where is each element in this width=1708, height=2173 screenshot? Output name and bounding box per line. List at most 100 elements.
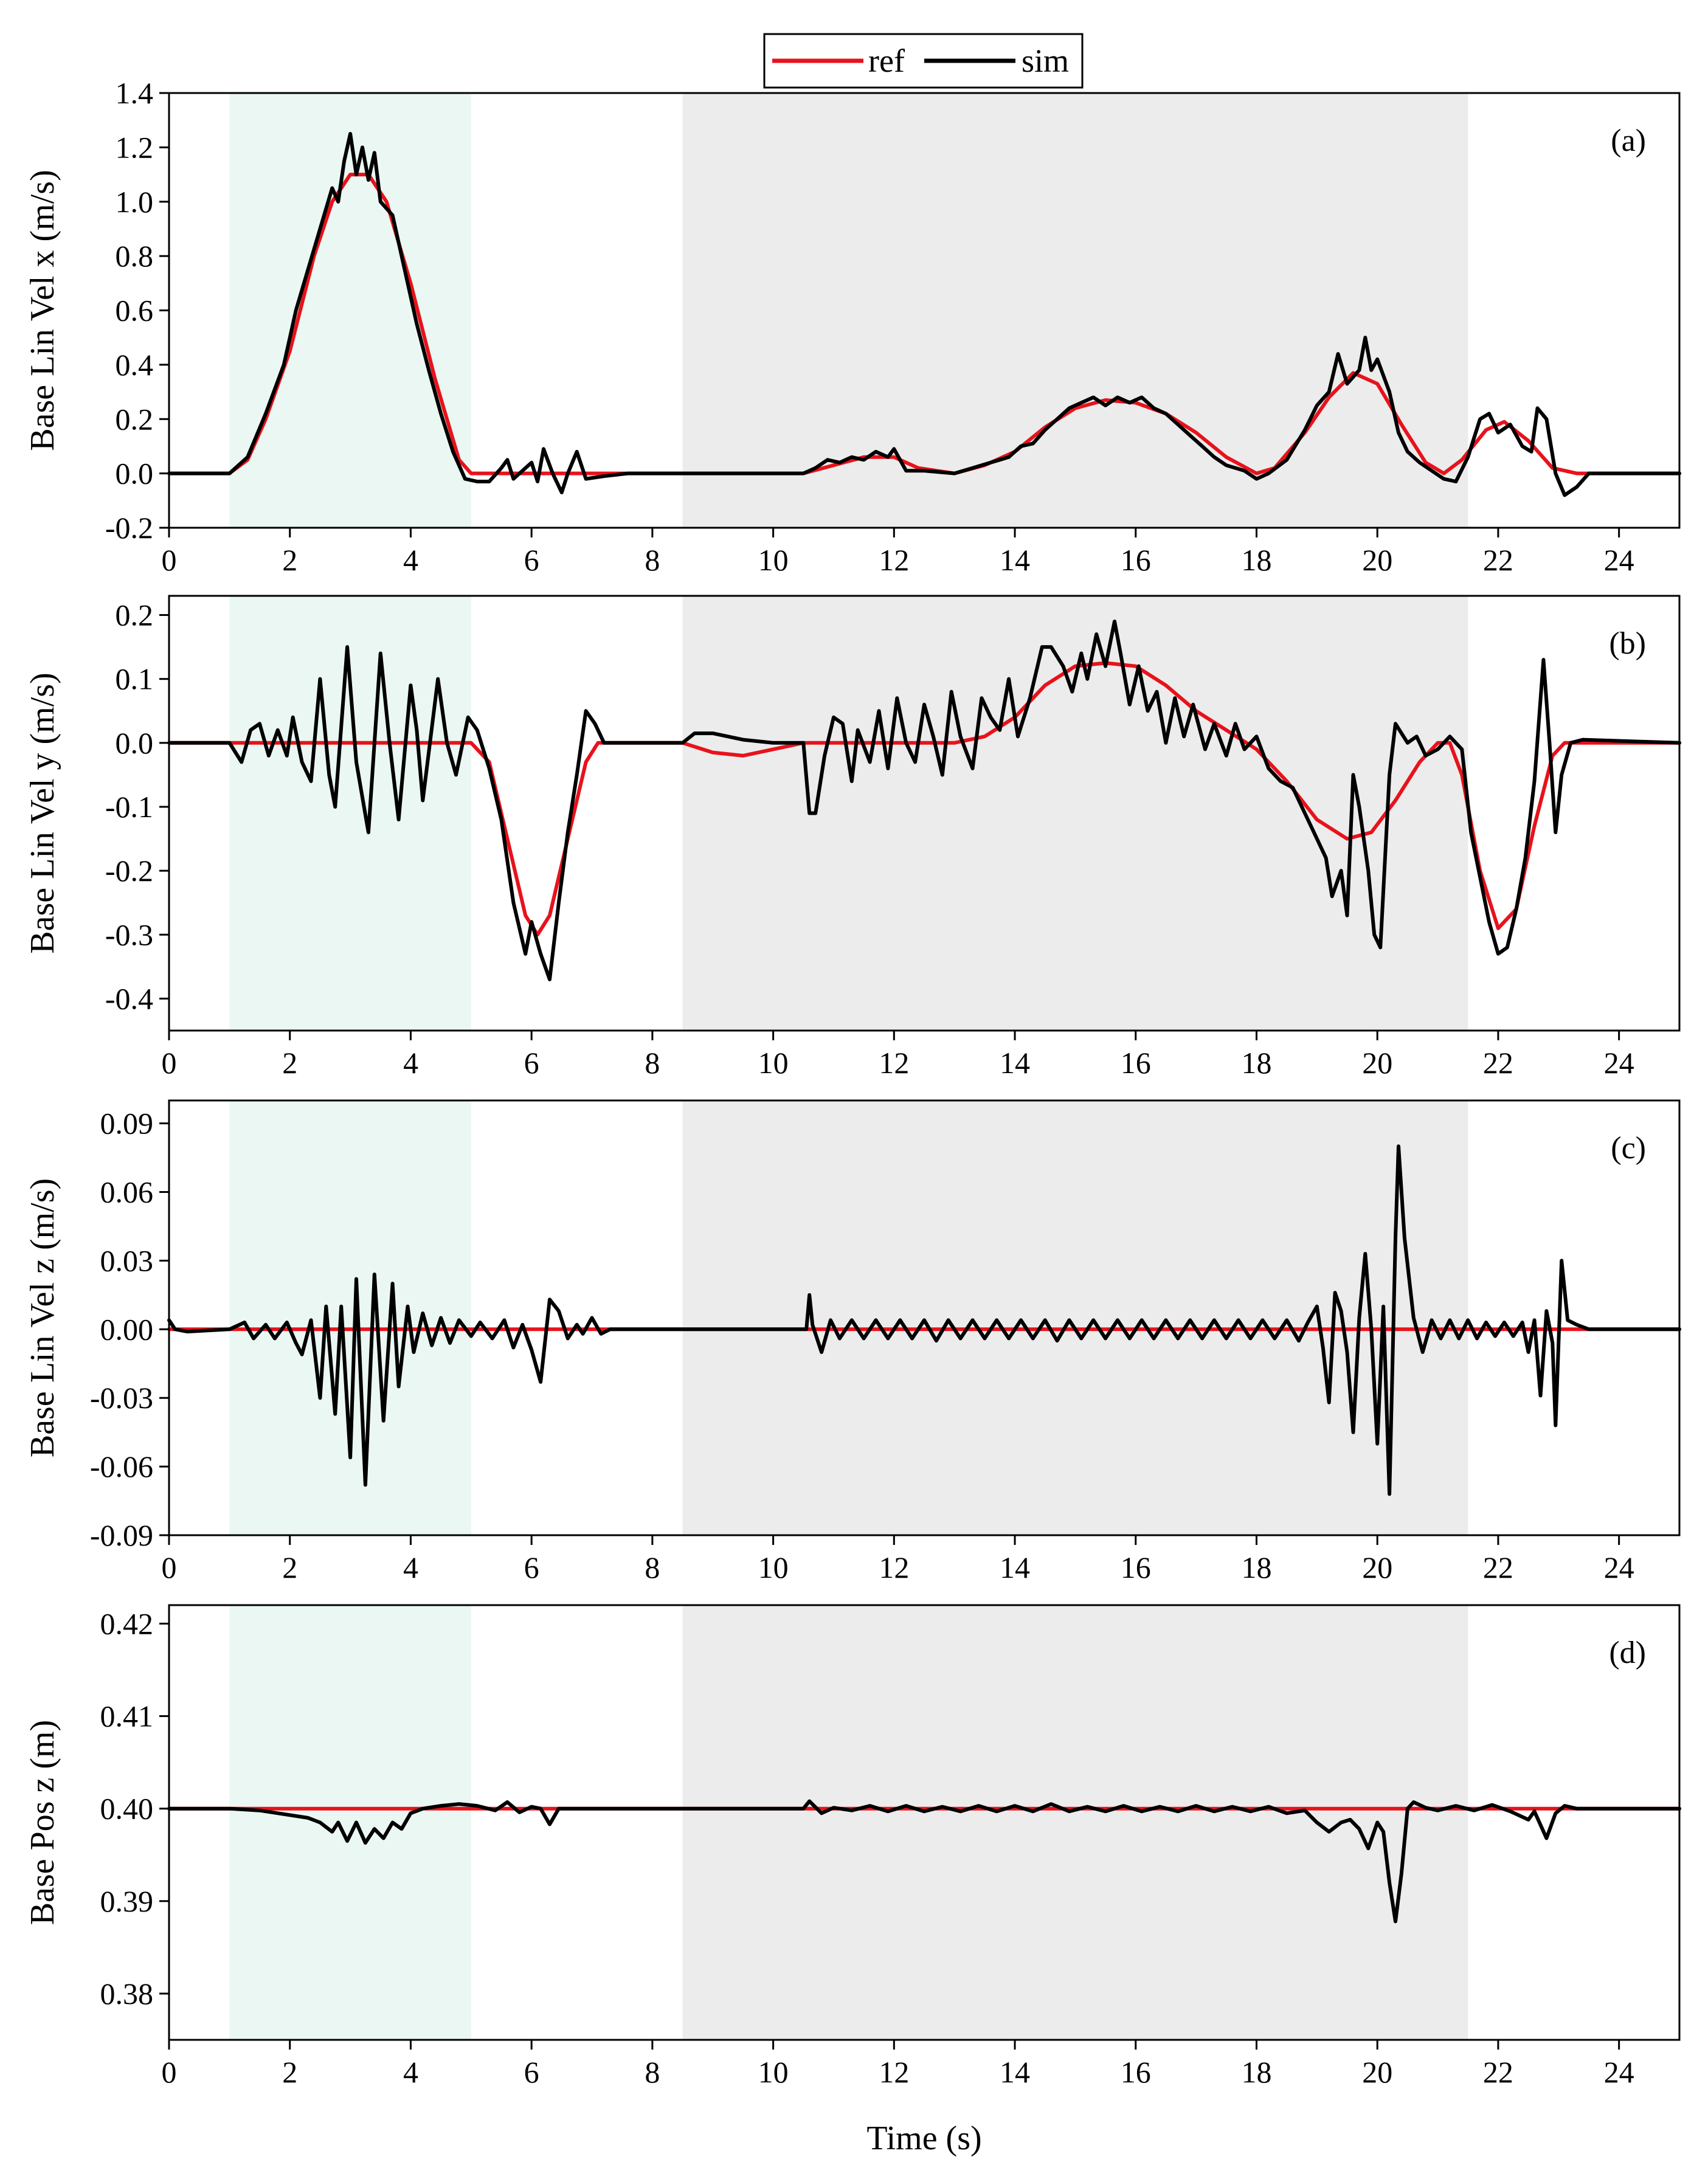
y-tick-label-d: 0.40 bbox=[100, 1792, 154, 1826]
y-tick-label-a: 1.2 bbox=[116, 130, 154, 164]
y-tick-label-b: 0.1 bbox=[116, 662, 154, 696]
y-tick-label-a: 0.4 bbox=[116, 348, 154, 382]
x-tick-label-b: 14 bbox=[1000, 1046, 1030, 1080]
legend-ref-label: ref bbox=[868, 43, 905, 79]
x-tick-label-c: 2 bbox=[282, 1550, 297, 1584]
plot-frame-c bbox=[168, 1099, 1681, 1536]
x-tick-label-a: 2 bbox=[282, 543, 297, 577]
x-tick-label-a: 24 bbox=[1604, 543, 1634, 577]
x-tick-label-d: 8 bbox=[645, 2055, 660, 2089]
sim-line-c bbox=[167, 1144, 1681, 1496]
shaded-region-c-2 bbox=[682, 1100, 1468, 1535]
x-tick-label-c: 0 bbox=[162, 1550, 177, 1584]
panel-d: 0 2 4 6 8 10 12 14 16 18 20 22 240.380.390.400.410.4… bbox=[24, 1604, 1681, 2089]
x-tick-label-d: 6 bbox=[524, 2055, 539, 2089]
x-tick-label-d: 0 bbox=[162, 2055, 177, 2089]
x-tick-label-d: 20 bbox=[1362, 2055, 1392, 2089]
sim-line-b bbox=[167, 620, 1681, 981]
y-tick-label-c: -0.03 bbox=[90, 1381, 153, 1415]
x-tick-label-c: 24 bbox=[1604, 1550, 1634, 1584]
panel-label-a: (a) bbox=[1611, 123, 1646, 158]
y-tick-label-a: 0.0 bbox=[116, 457, 154, 491]
x-tick-label-a: 22 bbox=[1483, 543, 1513, 577]
x-tick-label-d: 24 bbox=[1604, 2055, 1634, 2089]
x-tick-label-b: 2 bbox=[282, 1046, 297, 1080]
shaded-region-c-1 bbox=[229, 1100, 471, 1535]
y-tick-label-b: -0.2 bbox=[105, 854, 153, 888]
x-tick-label-a: 8 bbox=[645, 543, 660, 577]
y-tick-label-c: 0.06 bbox=[100, 1175, 154, 1209]
x-tick-label-d: 22 bbox=[1483, 2055, 1513, 2089]
y-tick-label-c: -0.09 bbox=[90, 1518, 153, 1552]
x-tick-label-a: 6 bbox=[524, 543, 539, 577]
y-tick-label-c: 0.03 bbox=[100, 1243, 154, 1277]
x-tick-label-b: 8 bbox=[645, 1046, 660, 1080]
panel-a: 0 2 4 6 8 10 12 14 16 18 20 22 24-0.20.00.20.40.60.8… bbox=[24, 76, 1681, 577]
x-tick-label-d: 18 bbox=[1241, 2055, 1271, 2089]
x-tick-label-a: 12 bbox=[879, 543, 909, 577]
x-tick-label-c: 4 bbox=[403, 1550, 418, 1584]
x-tick-label-a: 20 bbox=[1362, 543, 1392, 577]
legend-sim-label: sim bbox=[1022, 43, 1069, 79]
x-tick-label-d: 10 bbox=[758, 2055, 789, 2089]
y-tick-label-a: 1.0 bbox=[116, 185, 154, 219]
x-tick-label-d: 16 bbox=[1121, 2055, 1151, 2089]
panel-label-b: (b) bbox=[1609, 626, 1646, 661]
panel-b: 0 2 4 6 8 10 12 14 16 18 20 22 24-0.4-0.3-0.2-0.10.0… bbox=[24, 595, 1681, 1080]
y-tick-label-a: 0.8 bbox=[116, 239, 154, 273]
y-tick-label-b: -0.1 bbox=[105, 790, 153, 824]
panel-c: 0 2 4 6 8 10 12 14 16 18 20 22 24-0.09-0.06-0.030.00… bbox=[24, 1099, 1681, 1584]
y-tick-label-d: 0.39 bbox=[100, 1884, 154, 1918]
x-tick-label-a: 14 bbox=[1000, 543, 1030, 577]
x-tick-label-d: 2 bbox=[282, 2055, 297, 2089]
x-tick-label-a: 10 bbox=[758, 543, 789, 577]
x-tick-label-b: 6 bbox=[524, 1046, 539, 1080]
plot-frame-b bbox=[168, 595, 1681, 1032]
x-tick-label-b: 20 bbox=[1362, 1046, 1392, 1080]
y-tick-label-d: 0.42 bbox=[100, 1606, 154, 1640]
x-tick-label-c: 12 bbox=[879, 1550, 909, 1584]
y-tick-label-b: 0.2 bbox=[116, 598, 154, 632]
x-tick-label-b: 0 bbox=[162, 1046, 177, 1080]
y-tick-label-a: 0.6 bbox=[116, 294, 154, 328]
x-tick-label-b: 10 bbox=[758, 1046, 789, 1080]
y-tick-label-a: 1.4 bbox=[116, 76, 154, 110]
shaded-region-d-2 bbox=[682, 1605, 1468, 2040]
x-tick-label-d: 4 bbox=[403, 2055, 418, 2089]
x-tick-label-b: 24 bbox=[1604, 1046, 1634, 1080]
shaded-region-a-2 bbox=[682, 93, 1468, 528]
shaded-region-a-1 bbox=[229, 93, 471, 528]
panel-label-d: (d) bbox=[1609, 1636, 1646, 1670]
x-tick-label-c: 14 bbox=[1000, 1550, 1030, 1584]
shaded-region-b-1 bbox=[229, 596, 471, 1031]
x-tick-label-a: 18 bbox=[1241, 543, 1271, 577]
x-tick-label-a: 0 bbox=[162, 543, 177, 577]
y-tick-label-c: 0.00 bbox=[100, 1312, 154, 1346]
y-axis-title-d: Base Pos z (m) bbox=[24, 1720, 61, 1926]
x-tick-label-c: 6 bbox=[524, 1550, 539, 1584]
y-tick-label-a: 0.2 bbox=[116, 402, 154, 436]
sim-line-a bbox=[167, 132, 1681, 497]
shaded-region-d-1 bbox=[229, 1605, 471, 2040]
y-tick-label-d: 0.41 bbox=[100, 1699, 154, 1733]
x-tick-label-c: 10 bbox=[758, 1550, 789, 1584]
y-tick-label-b: 0.0 bbox=[116, 726, 154, 760]
x-tick-label-c: 20 bbox=[1362, 1550, 1392, 1584]
x-axis-title: Time (s) bbox=[866, 2119, 981, 2157]
x-tick-label-d: 14 bbox=[1000, 2055, 1030, 2089]
sim-line-d bbox=[167, 1799, 1681, 1924]
x-tick-label-b: 4 bbox=[403, 1046, 418, 1080]
x-tick-label-a: 4 bbox=[403, 543, 418, 577]
x-tick-label-d: 12 bbox=[879, 2055, 909, 2089]
x-tick-label-c: 8 bbox=[645, 1550, 660, 1584]
y-tick-label-c: -0.06 bbox=[90, 1449, 153, 1484]
x-tick-label-b: 18 bbox=[1241, 1046, 1271, 1080]
y-tick-label-b: -0.3 bbox=[105, 917, 153, 952]
y-tick-label-c: 0.09 bbox=[100, 1107, 154, 1141]
legend: ref sim bbox=[763, 33, 1084, 89]
x-tick-label-b: 16 bbox=[1121, 1046, 1151, 1080]
x-tick-label-b: 12 bbox=[879, 1046, 909, 1080]
y-tick-label-d: 0.38 bbox=[100, 1977, 154, 2011]
x-tick-label-c: 16 bbox=[1121, 1550, 1151, 1584]
